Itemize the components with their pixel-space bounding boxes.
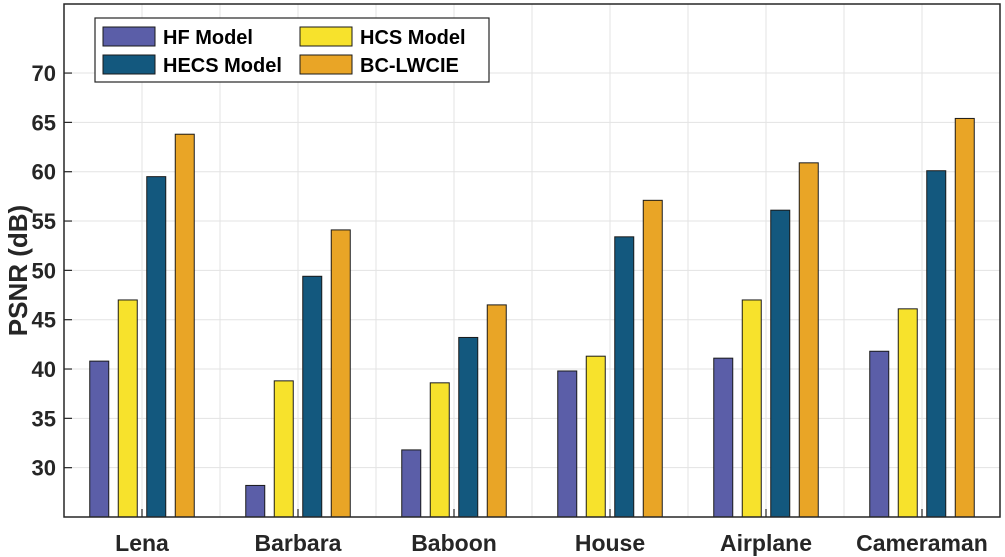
x-tick-label: House xyxy=(575,530,645,556)
bar-hcs-model-baboon xyxy=(429,382,450,518)
legend-swatch xyxy=(102,54,156,75)
y-tick-label: 65 xyxy=(32,110,56,135)
legend-box xyxy=(94,17,490,83)
legend-label: HF Model xyxy=(163,27,253,49)
x-tick-label: Baboon xyxy=(411,530,497,556)
x-tick-labels: Lena Barbara Baboon House Airplane Cameraman xyxy=(115,509,988,556)
y-tick-label: 35 xyxy=(32,406,56,431)
bar-hf-model-airplane xyxy=(713,357,734,518)
bar-hecs-model-cameraman xyxy=(926,170,947,518)
y-tick-label: 40 xyxy=(32,357,56,382)
bar-hecs-model-house xyxy=(614,236,635,518)
y-tick-label: 60 xyxy=(32,160,56,185)
y-tick-labels: 30 35 40 45 50 55 60 65 70 xyxy=(32,61,72,481)
bar-hf-model-baboon xyxy=(401,449,422,518)
legend-label: HECS Model xyxy=(163,55,282,77)
bar-hecs-model-lena xyxy=(146,176,167,518)
bar-hcs-model-barbara xyxy=(273,380,294,518)
bar-hecs-model-barbara xyxy=(302,275,323,518)
bar-hf-model-house xyxy=(557,370,578,518)
y-tick-label: 30 xyxy=(32,456,56,481)
bar-bc-lwcie-barbara xyxy=(330,229,351,518)
legend-label: BC-LWCIE xyxy=(360,55,459,77)
bar-hecs-model-airplane xyxy=(770,209,791,518)
bar-bc-lwcie-house xyxy=(642,199,663,518)
bar-hcs-model-house xyxy=(585,355,606,518)
x-tick-label: Lena xyxy=(115,530,169,556)
y-tick-label: 55 xyxy=(32,209,56,234)
legend-swatch xyxy=(102,26,156,47)
legend-label: HCS Model xyxy=(360,27,466,49)
y-tick-label: 45 xyxy=(32,308,56,333)
y-tick-label: 70 xyxy=(32,61,56,86)
legend: HF Model HCS Model HECS Model BC-LWCIE xyxy=(94,17,490,83)
bar-hcs-model-cameraman xyxy=(897,308,918,518)
x-tick-label: Airplane xyxy=(720,530,812,556)
y-axis-title: PSNR (dB) xyxy=(3,205,33,336)
legend-swatch xyxy=(299,54,353,75)
x-tick-label: Barbara xyxy=(255,530,342,556)
legend-swatch xyxy=(299,26,353,47)
bar-hcs-model-lena xyxy=(117,299,138,518)
bars xyxy=(89,117,975,518)
x-tick-label: Cameraman xyxy=(856,530,988,556)
bar-bc-lwcie-cameraman xyxy=(954,117,975,518)
bar-hf-model-cameraman xyxy=(869,350,890,518)
bar-hecs-model-baboon xyxy=(458,336,479,518)
bar-hf-model-barbara xyxy=(245,484,266,518)
bar-hf-model-lena xyxy=(89,360,110,518)
bar-bc-lwcie-baboon xyxy=(486,304,507,518)
y-tick-label: 50 xyxy=(32,258,56,283)
bar-bc-lwcie-lena xyxy=(174,133,195,518)
plot-frame xyxy=(63,3,1001,518)
bar-bc-lwcie-airplane xyxy=(798,162,819,518)
bar-hcs-model-airplane xyxy=(741,299,762,518)
